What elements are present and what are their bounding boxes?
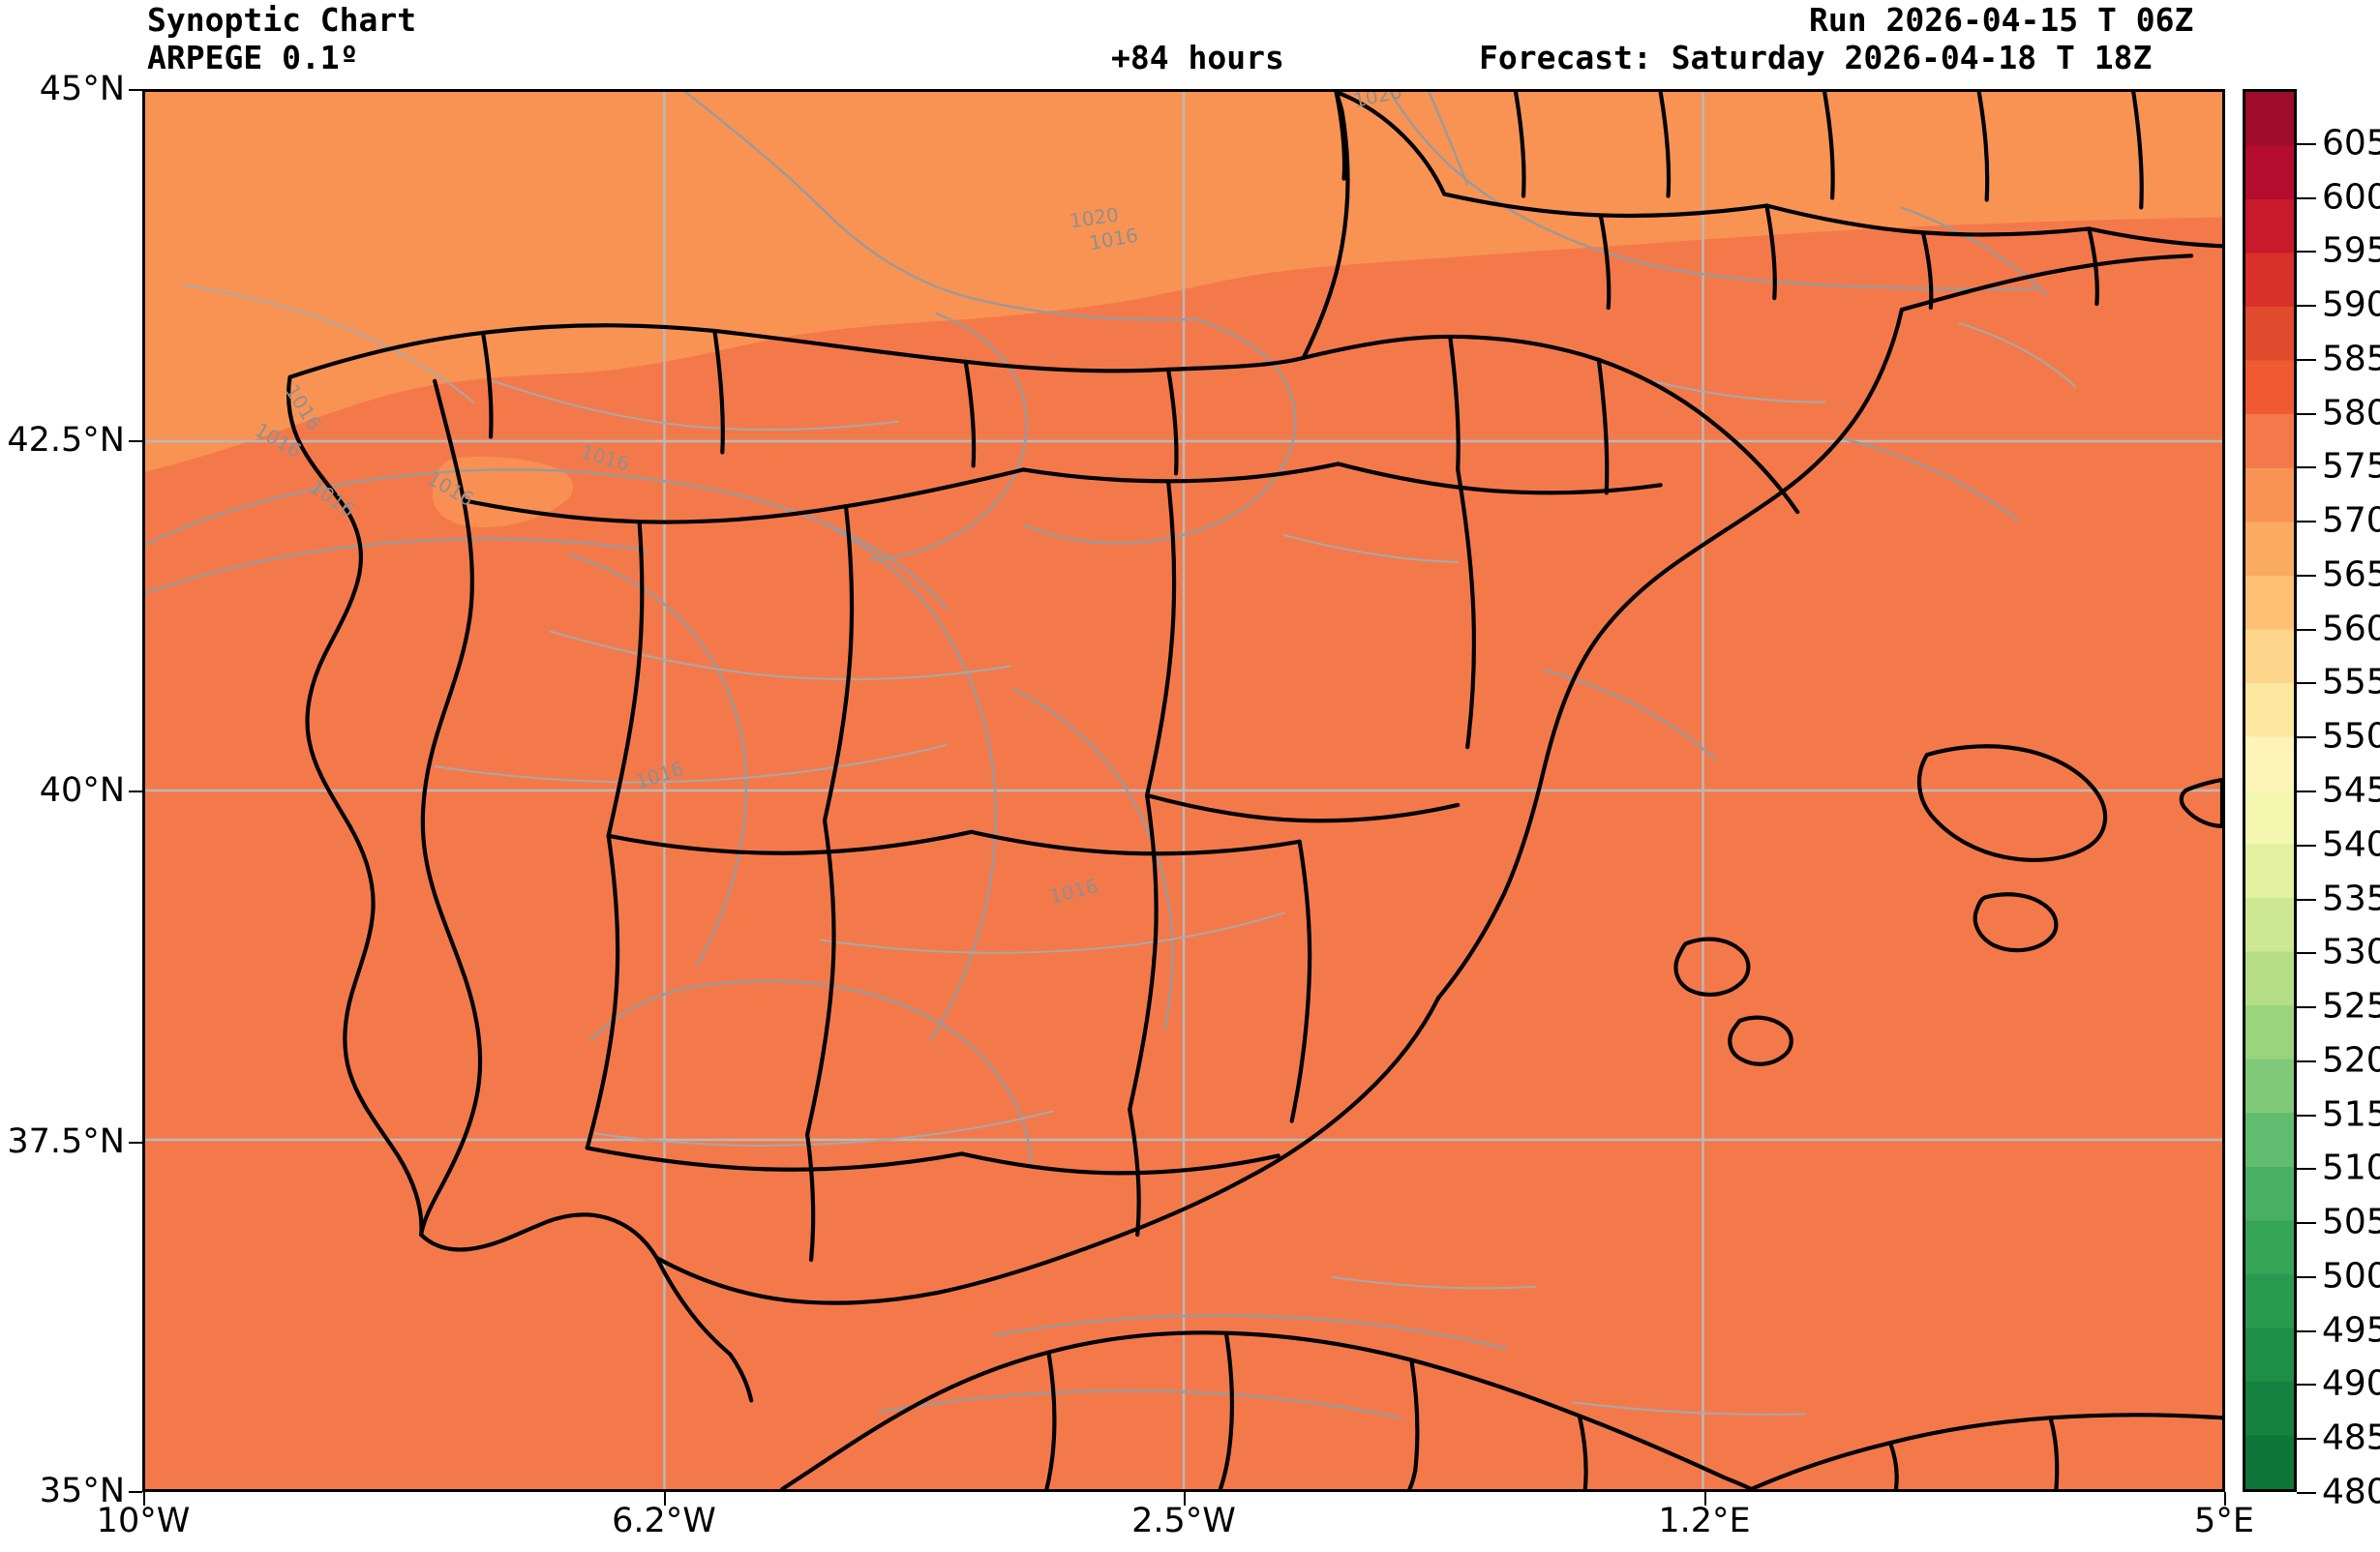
colorbar-tickmark	[2297, 1492, 2316, 1494]
y-tick-label: 40°N	[39, 771, 125, 810]
x-tickmark	[143, 1492, 145, 1506]
y-tick-label: 37.5°N	[7, 1121, 125, 1161]
colorbar-tickmark	[2297, 196, 2316, 199]
colorbar-tick-label: 515	[2322, 1094, 2380, 1135]
x-tick-label: 10°W	[96, 1502, 191, 1540]
colorbar-tickmark	[2297, 1275, 2316, 1278]
run-timestamp-label: Run 2026-04-15 T 06Z	[1809, 1, 2194, 39]
colorbar-tick-label: 585	[2322, 339, 2380, 379]
colorbar-tick-label: 510	[2322, 1148, 2380, 1188]
y-tick-label: 35°N	[39, 1472, 125, 1510]
colorbar-tickmark	[2297, 628, 2316, 631]
colorbar-tickmark	[2297, 251, 2316, 254]
x-tickmark	[1704, 1492, 1706, 1506]
administrative-borders	[286, 92, 2222, 1489]
colorbar-tickmark	[2297, 574, 2316, 577]
colorbar-tickmark	[2297, 682, 2316, 685]
colorbar-tick-label: 580	[2322, 393, 2380, 433]
colorbar-tickmark	[2297, 898, 2316, 901]
colorbar-tickmark	[2297, 358, 2316, 361]
colorbar-tickmark	[2297, 305, 2316, 308]
rivers-layer	[182, 284, 2077, 1416]
colorbar-tickmark	[2297, 412, 2316, 415]
chart-header: Synoptic Chart ARPEGE 0.1º +84 hours Run…	[0, 0, 2380, 89]
colorbar-tickmark	[2297, 1222, 2316, 1225]
graticule	[145, 92, 2222, 1489]
x-tickmark	[664, 1492, 666, 1506]
colorbar-tickmark	[2297, 1329, 2316, 1332]
synoptic-map[interactable]: 1020 1020 1016 1016 1016 1016 1016 1016 …	[142, 89, 2225, 1492]
colorbar-tickmark	[2297, 1060, 2316, 1062]
colorbar-tickmark	[2297, 844, 2316, 847]
lead-time-label: +84 hours	[1111, 39, 1284, 76]
colorbar-tick-label: 560	[2322, 609, 2380, 649]
colorbar-tick-label: 535	[2322, 879, 2380, 919]
colorbar-tickmark	[2297, 1438, 2316, 1441]
colorbar-tick-label: 605	[2322, 123, 2380, 164]
y-tickmark	[129, 791, 142, 792]
colorbar-tick-label: 495	[2322, 1310, 2380, 1351]
colorbar-tick-label: 595	[2322, 230, 2380, 271]
isobar-contours	[145, 92, 2048, 1419]
chart-title: Synoptic Chart	[147, 1, 417, 39]
x-tick-label: 1.2°E	[1658, 1502, 1751, 1540]
x-tick-label: 5°E	[2194, 1502, 2254, 1540]
colorbar-tick-label: 485	[2322, 1418, 2380, 1458]
colorbar[interactable]: 605 600 595 590 585 580 575 570 565 560 555 550 545 5…	[2243, 89, 2380, 1512]
colorbar-tick-label: 505	[2322, 1202, 2380, 1242]
y-tickmark	[129, 1491, 142, 1493]
colorbar-tick-label: 480	[2322, 1472, 2380, 1512]
colorbar-tickmark	[2297, 952, 2316, 955]
colorbar-tickmark	[2297, 1114, 2316, 1117]
colorbar-tick-label: 555	[2322, 662, 2380, 702]
colorbar-tick-label: 545	[2322, 770, 2380, 811]
colorbar-tick-label: 540	[2322, 824, 2380, 865]
x-tickmark	[2224, 1492, 2226, 1506]
colorbar-tick-label: 565	[2322, 554, 2380, 595]
x-tick-label: 6.2°W	[612, 1502, 716, 1540]
y-tick-label: 45°N	[39, 70, 125, 108]
colorbar-tick-label: 525	[2322, 986, 2380, 1027]
colorbar-tick-label: 590	[2322, 284, 2380, 325]
colorbar-tick-label: 550	[2322, 716, 2380, 757]
colorbar-tickmark	[2297, 791, 2316, 792]
colorbar-tickmark	[2297, 1384, 2316, 1387]
y-tick-label: 42.5°N	[7, 420, 125, 460]
colorbar-tickmark	[2297, 1168, 2316, 1171]
colorbar-tick-label: 575	[2322, 446, 2380, 487]
forecast-valid-label: Forecast: Saturday 2026-04-18 T 18Z	[1479, 39, 2153, 76]
colorbar-tickmark	[2297, 466, 2316, 469]
x-tickmark	[1184, 1492, 1186, 1506]
colorbar-gradient	[2243, 89, 2297, 1492]
y-tickmark	[129, 89, 142, 91]
colorbar-tickmark	[2297, 521, 2316, 523]
colorbar-tick-label: 500	[2322, 1256, 2380, 1297]
y-tickmark	[129, 1141, 142, 1144]
model-label: ARPEGE 0.1º	[147, 39, 359, 76]
colorbar-tick-label: 600	[2322, 177, 2380, 218]
colorbar-tickmark	[2297, 736, 2316, 739]
x-tick-label: 2.5°W	[1131, 1502, 1236, 1540]
colorbar-tick-label: 530	[2322, 932, 2380, 972]
fill-patch-570-575-galicia	[432, 456, 574, 528]
colorbar-tick-label: 520	[2322, 1040, 2380, 1081]
colorbar-tickmark	[2297, 1006, 2316, 1009]
colorbar-tick-label: 490	[2322, 1363, 2380, 1404]
y-tickmark	[129, 439, 142, 442]
map-canvas	[145, 92, 2222, 1489]
colorbar-tickmark	[2297, 142, 2316, 145]
colorbar-tick-label: 570	[2322, 500, 2380, 541]
